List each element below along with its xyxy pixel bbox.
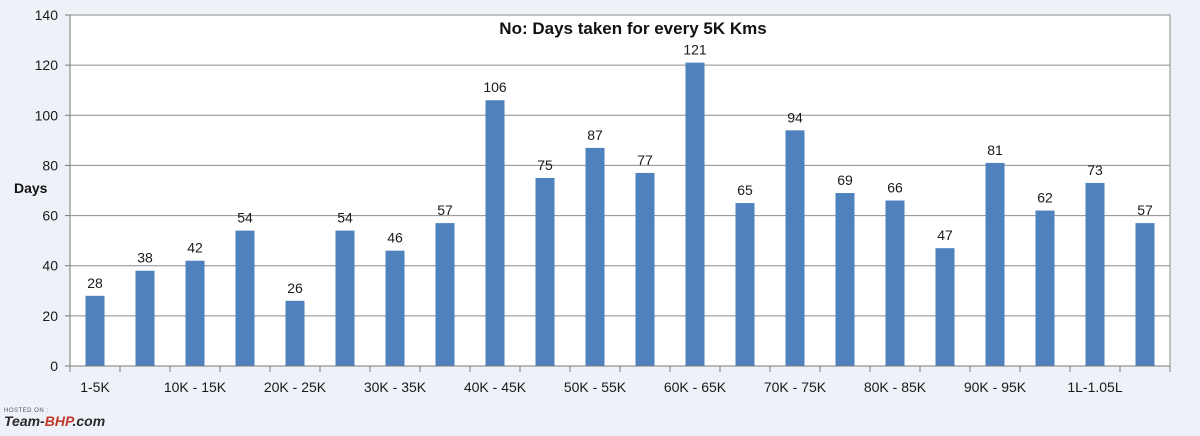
data-label: 57 [437, 202, 453, 218]
bar [835, 193, 855, 366]
bar [985, 162, 1005, 366]
data-label: 46 [387, 230, 403, 246]
data-label: 121 [683, 42, 707, 58]
x-tick-label: 70K - 75K [764, 379, 827, 395]
x-tick-label: 90K - 95K [964, 379, 1027, 395]
bar [885, 200, 905, 366]
watermark-brand-suffix: .com [72, 413, 106, 429]
data-label: 75 [537, 157, 553, 173]
y-tick-label: 140 [35, 7, 59, 23]
data-label: 28 [87, 275, 103, 291]
watermark-hosted-text: HOSTED ON : [4, 408, 49, 414]
chart-title: No: Days taken for every 5K Kms [499, 19, 766, 38]
bar [285, 300, 305, 366]
bar [635, 172, 655, 366]
x-tick-label: 10K - 15K [164, 379, 227, 395]
y-axis-ticks: 0 20 40 60 80 100 120 140 [35, 7, 70, 374]
bar [185, 260, 205, 366]
bar [335, 230, 355, 366]
bar [235, 230, 255, 366]
data-label: 77 [637, 152, 653, 168]
x-tick-label: 30K - 35K [364, 379, 427, 395]
y-tick-label: 120 [35, 57, 59, 73]
data-label: 65 [737, 182, 753, 198]
data-label: 81 [987, 142, 1003, 158]
y-axis-label: Days [14, 180, 48, 196]
bar [935, 248, 955, 366]
watermark-brand-prefix: Team- [4, 413, 45, 429]
watermark-logo: HOSTED ON : Team-BHP.com [4, 408, 105, 429]
bar [1135, 223, 1155, 366]
bar [85, 295, 105, 366]
plot-area [70, 15, 1170, 366]
data-label: 57 [1137, 202, 1153, 218]
data-label: 42 [187, 240, 203, 256]
y-tick-label: 40 [42, 258, 58, 274]
data-label: 26 [287, 280, 303, 296]
y-tick-label: 60 [42, 208, 58, 224]
bar [1085, 182, 1105, 366]
data-label: 66 [887, 180, 903, 196]
watermark-brand: Team-BHP.com [4, 413, 105, 429]
bars [85, 62, 1155, 367]
x-tick-label: 60K - 65K [664, 379, 727, 395]
data-label: 54 [237, 210, 253, 226]
bar [385, 250, 405, 366]
x-tick-label: 80K - 85K [864, 379, 927, 395]
y-tick-label: 0 [50, 358, 58, 374]
x-tick-label: 1-5K [80, 379, 110, 395]
x-tick-label: 40K - 45K [464, 379, 527, 395]
bar [485, 100, 505, 366]
data-label: 47 [937, 227, 953, 243]
data-label: 38 [137, 250, 153, 266]
y-tick-label: 20 [42, 308, 58, 324]
data-label: 69 [837, 172, 853, 188]
x-tick-label: 50K - 55K [564, 379, 627, 395]
watermark-brand-accent: BHP [44, 413, 73, 429]
data-label: 54 [337, 210, 353, 226]
bar [735, 203, 755, 366]
y-tick-label: 80 [42, 157, 58, 173]
data-label: 106 [483, 79, 507, 95]
x-tick-label: 20K - 25K [264, 379, 327, 395]
bar [585, 147, 605, 366]
bar [685, 62, 705, 367]
data-labels: 28 38 42 54 26 54 46 57 106 75 87 77 121 65 94 69 66 47 81… [87, 42, 1153, 296]
data-label: 94 [787, 109, 803, 125]
x-axis-ticks: 1-5K 10K - 15K 20K - 25K 30K - 35K 40K - 45K… [69, 366, 1171, 395]
y-tick-label: 100 [35, 107, 59, 123]
bar [785, 130, 805, 366]
data-label: 62 [1037, 190, 1053, 206]
bar [1035, 210, 1055, 366]
data-label: 87 [587, 127, 603, 143]
bar [435, 223, 455, 366]
x-tick-label: 1L-1.05L [1067, 379, 1122, 395]
bar [535, 177, 555, 366]
data-label: 73 [1087, 162, 1103, 178]
bar [135, 270, 155, 366]
